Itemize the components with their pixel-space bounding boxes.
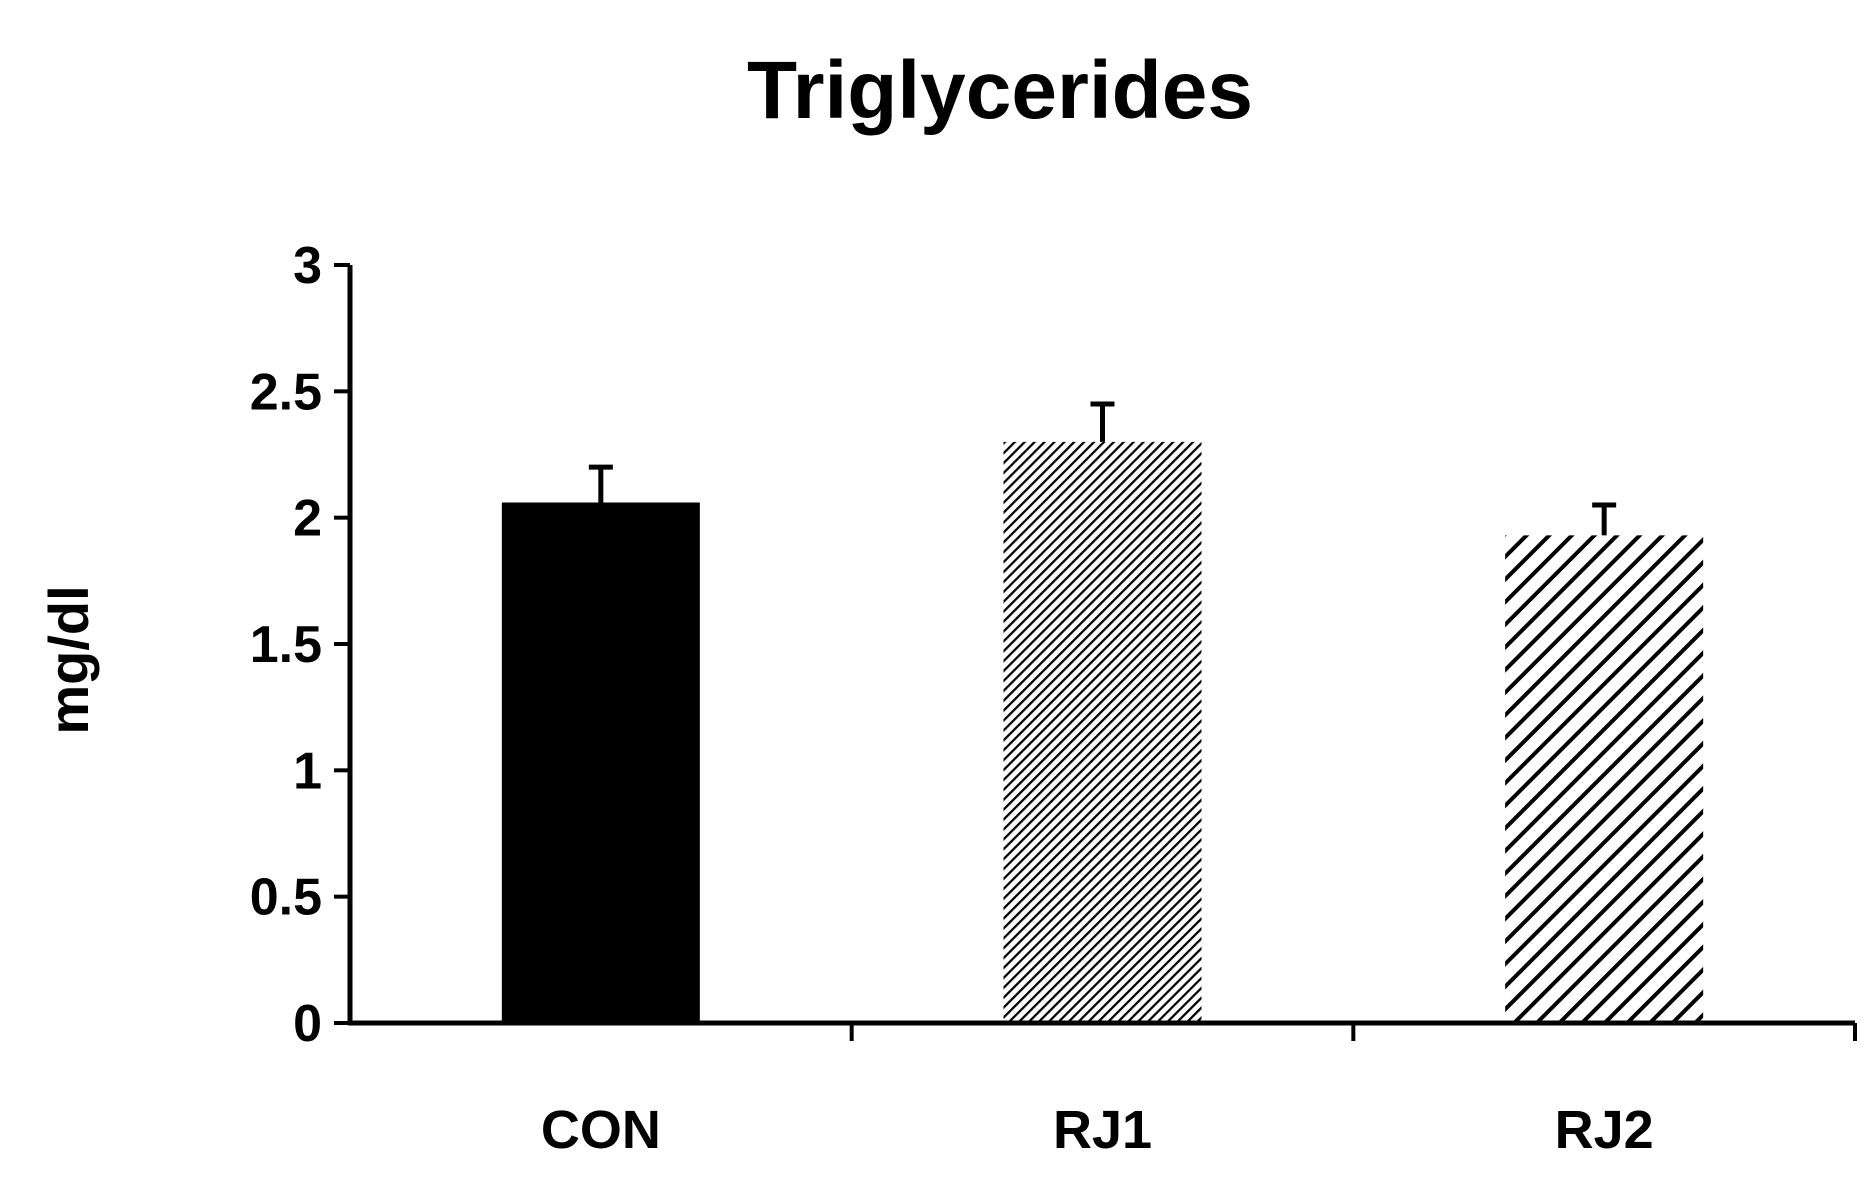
y-axis-label: mg/dl [37, 585, 100, 734]
bar-rj2 [1505, 535, 1704, 1023]
y-tick-label: 3 [293, 237, 322, 295]
x-category-label: RJ1 [1053, 1100, 1152, 1160]
y-axis-ticks: 0 0.5 1 1.5 2 2.5 3 [250, 237, 350, 1053]
y-tick-label: 2 [293, 490, 322, 548]
y-tick-label: 0.5 [250, 869, 322, 927]
x-category-label: RJ2 [1555, 1100, 1654, 1160]
y-tick-label: 2.5 [250, 363, 322, 421]
x-category-label: CON [541, 1100, 661, 1160]
y-tick-label: 1 [293, 742, 322, 800]
y-tick-label: 1.5 [250, 616, 322, 674]
bar-rj1 [1003, 441, 1202, 1023]
y-tick-label: 0 [293, 995, 322, 1053]
axes-group [347, 265, 1857, 1041]
x-axis-labels: CON RJ1 RJ2 [541, 1100, 1654, 1160]
bars-group [501, 401, 1704, 1023]
bar-con [501, 502, 700, 1023]
chart-title: Triglycerides [747, 45, 1253, 136]
